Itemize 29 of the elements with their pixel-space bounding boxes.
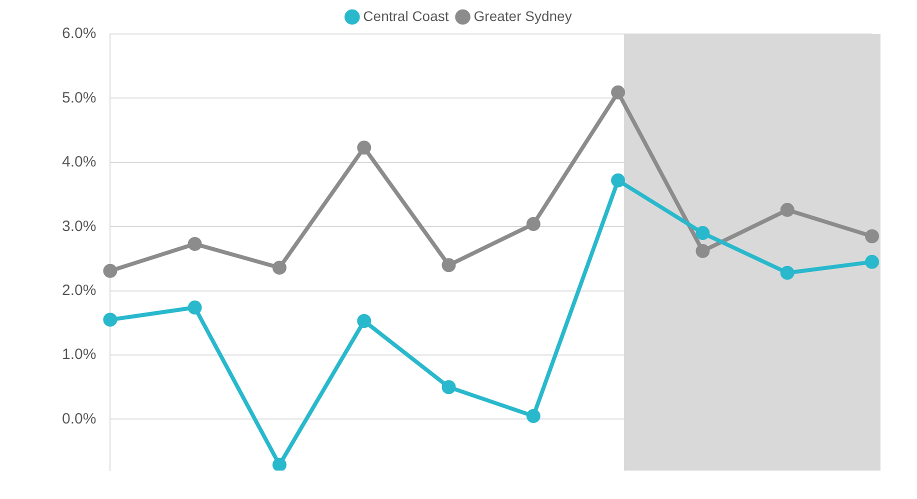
point [865, 254, 879, 269]
point [696, 244, 710, 258]
point [188, 300, 202, 315]
point [442, 380, 456, 394]
point [357, 140, 372, 155]
point [103, 312, 118, 327]
point [272, 260, 286, 275]
legend-label: Central Coast [363, 8, 449, 24]
y-tick-label: 0.0% [62, 410, 96, 428]
y-tick-label: 3.0% [62, 218, 96, 235]
point [188, 236, 202, 251]
y-tick-label: 5.0% [62, 89, 96, 106]
point [611, 85, 626, 100]
point [442, 258, 456, 272]
point [696, 226, 710, 240]
point [357, 314, 372, 328]
point [103, 264, 118, 278]
point [780, 266, 794, 280]
y-tick-label: 2.0% [62, 282, 96, 299]
point [611, 173, 626, 188]
y-tick-label: 4.0% [62, 154, 96, 171]
point [526, 217, 540, 232]
point [780, 202, 794, 217]
point [272, 458, 286, 471]
point [526, 409, 540, 424]
y-tick-label: 6.0% [62, 25, 96, 42]
legend-label: Greater Sydney [474, 8, 572, 24]
y-tick-label: 1.0% [62, 346, 96, 364]
point [865, 229, 879, 244]
